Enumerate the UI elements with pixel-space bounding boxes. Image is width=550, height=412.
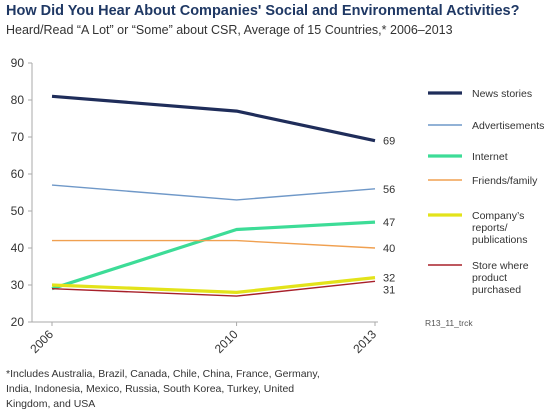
y-tick-label: 60 <box>11 167 25 181</box>
y-tick-label: 90 <box>11 56 25 70</box>
y-tick-label: 80 <box>11 93 25 107</box>
y-tick-label: 30 <box>11 278 25 292</box>
chart-subtitle: Heard/Read “A Lot” or “Some” about CSR, … <box>6 23 453 37</box>
legend: News stories Advertisements Internet Friend… <box>428 88 544 296</box>
series-line <box>51 280 376 297</box>
legend-label: News stories <box>472 88 532 100</box>
line-chart: 20 30 40 50 60 70 80 90 2006 2010 2013 69 56 47 40 32… <box>11 56 545 356</box>
end-value-label: 69 <box>383 136 395 148</box>
end-value-label: 31 <box>383 285 395 297</box>
legend-label: Internet <box>472 151 508 163</box>
series-line <box>51 184 376 201</box>
legend-label: purchased <box>472 284 521 296</box>
x-tick-label: 2006 <box>27 327 56 356</box>
chart-title: How Did You Hear About Companies' Social… <box>6 3 520 19</box>
source-code: R13_11_trck <box>425 318 473 328</box>
end-value-label: 32 <box>383 273 395 285</box>
y-tick-label: 50 <box>11 204 25 218</box>
y-tick-label: 70 <box>11 130 25 144</box>
x-tick-label: 2013 <box>350 327 379 356</box>
y-ticks: 20 30 40 50 60 70 80 90 <box>11 56 32 329</box>
legend-label: Store where <box>472 260 529 272</box>
x-tick-label: 2010 <box>212 327 241 356</box>
legend-label: Advertisements <box>472 120 544 132</box>
legend-label: reports/ <box>472 222 508 234</box>
series-line <box>51 276 376 294</box>
series-line <box>51 94 376 143</box>
legend-label: publications <box>472 234 527 246</box>
legend-label: product <box>472 272 507 284</box>
series-line <box>52 239 376 249</box>
x-ticks: 2006 2010 2013 <box>27 322 379 356</box>
end-value-label: 40 <box>383 243 395 255</box>
legend-label: Company’s <box>472 210 524 222</box>
series-lines <box>51 94 376 297</box>
y-tick-label: 20 <box>11 315 25 329</box>
y-tick-label: 40 <box>11 241 25 255</box>
legend-label: Friends/family <box>472 175 538 187</box>
end-value-label: 47 <box>383 217 395 229</box>
end-value-label: 56 <box>383 184 395 196</box>
series-line <box>51 220 376 291</box>
footnote: *Includes Australia, Brazil, Canada, Chi… <box>6 368 320 410</box>
